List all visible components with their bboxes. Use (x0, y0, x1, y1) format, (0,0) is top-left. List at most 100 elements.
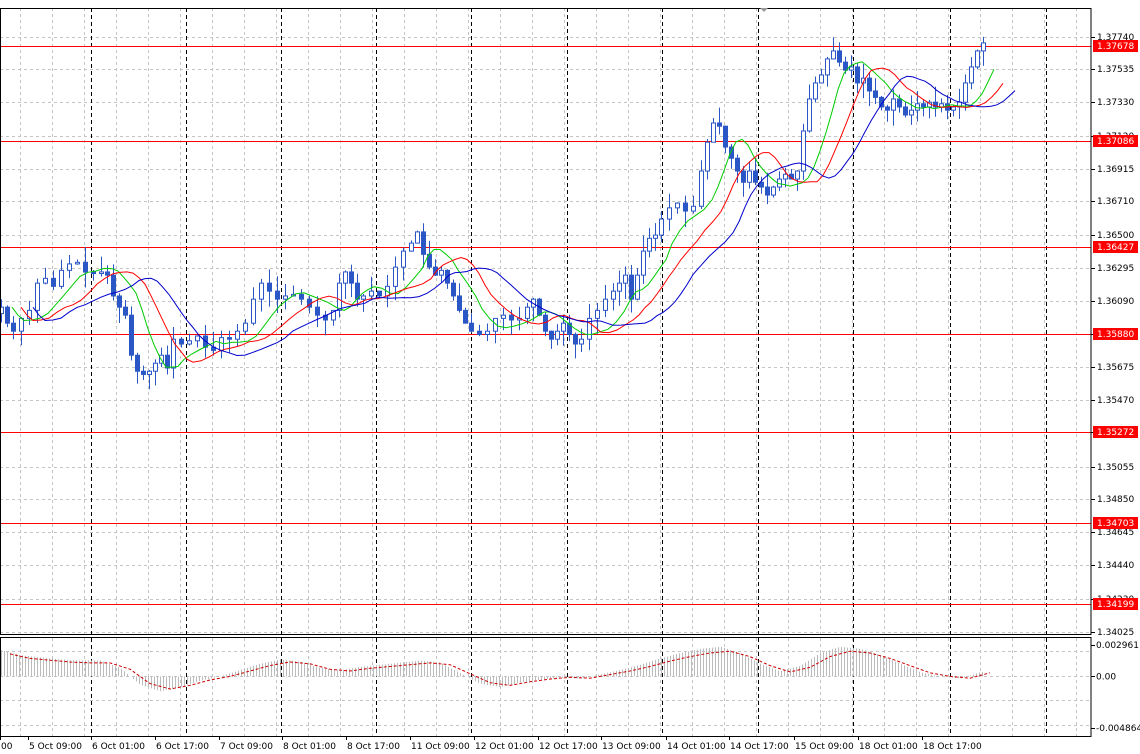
candle-body (921, 103, 926, 108)
candle-body (641, 250, 646, 276)
candle-body (361, 295, 366, 300)
level-price-tag[interactable] (1093, 241, 1138, 253)
candle-body (753, 170, 758, 183)
candle-body (141, 370, 146, 375)
candle-body (337, 282, 342, 311)
candle-body (653, 234, 658, 239)
candle-body (179, 338, 184, 345)
level-price-label: 1.36427 (1097, 243, 1134, 253)
candle-body (555, 330, 560, 340)
candle-body (463, 309, 468, 324)
candle-body (729, 146, 734, 159)
price-tick-label: 1.34025 (1097, 628, 1134, 638)
candle-body (67, 263, 72, 271)
candle-body (825, 58, 830, 76)
candle-body (187, 340, 192, 345)
level-price-label: 1.35272 (1097, 428, 1134, 438)
price-tick-label: 1.36295 (1097, 264, 1134, 274)
main-pane-border (0, 8, 1092, 635)
time-tick-label: 5 Oct 09:00 (29, 742, 82, 752)
time-tick-label: 14 Oct 17:00 (730, 742, 789, 752)
candle-body (795, 170, 800, 180)
candle-body (647, 237, 652, 252)
candle-body (401, 250, 406, 268)
candle-body (711, 122, 716, 143)
candle-body (723, 125, 728, 148)
candle-body (43, 277, 48, 284)
price-tick-label: 1.36500 (1097, 231, 1134, 241)
candle-body (611, 290, 616, 300)
candle-body (111, 274, 116, 297)
candle-body (525, 306, 530, 319)
candle-body (457, 295, 462, 311)
candle-body (975, 50, 980, 68)
time-tick-label: 14 Oct 01:00 (667, 742, 726, 752)
candle-body (477, 330, 482, 335)
candle-body (915, 103, 920, 111)
candle-body (51, 277, 56, 287)
candle-body (849, 66, 854, 71)
moving-average-line (11, 61, 995, 368)
moving-average-line (20, 67, 1004, 363)
level-price-tag[interactable] (1093, 598, 1138, 610)
candle-body (667, 207, 672, 220)
candle-body (99, 271, 104, 275)
candle-body (963, 82, 968, 103)
candle-body (807, 98, 812, 132)
candle-body (933, 101, 938, 108)
time-tick-label: 11 Oct 09:00 (411, 742, 470, 752)
candle-body (747, 170, 752, 183)
candle-body (873, 90, 878, 98)
candle-body (135, 354, 140, 372)
candle-body (587, 317, 592, 340)
oscillator-pane-border (0, 637, 1092, 737)
price-tick-label: 1.36915 (1097, 165, 1134, 175)
level-price-tag[interactable] (1093, 517, 1138, 529)
candle-body (623, 274, 628, 284)
candle-body (629, 274, 634, 300)
moving-average-line (32, 75, 1016, 357)
candle-body (421, 231, 426, 255)
candle-body (451, 282, 456, 297)
candle-body (675, 202, 680, 209)
candle-body (439, 269, 444, 276)
price-tick-label: 1.34850 (1097, 495, 1134, 505)
candle-body (951, 106, 956, 111)
candle-body (153, 362, 158, 372)
price-tick-label: 1.36090 (1097, 297, 1134, 307)
level-price-label: 1.34199 (1097, 600, 1134, 610)
candle-body (855, 66, 860, 84)
price-tick-label: 1.35675 (1097, 363, 1134, 373)
candle-body (415, 231, 420, 244)
candle-body (617, 282, 622, 292)
shift-marker-icon[interactable] (760, 8, 768, 12)
candle-body (969, 66, 974, 84)
candle-body (843, 61, 848, 71)
candle-body (195, 335, 200, 342)
candle-body (549, 330, 554, 340)
level-price-tag[interactable] (1093, 426, 1138, 438)
oscillator-tick-label: 0.002961 (1096, 641, 1139, 651)
level-price-tag[interactable] (1093, 328, 1138, 340)
candle-body (165, 354, 170, 369)
level-price-tag[interactable] (1093, 40, 1138, 52)
level-price-label: 1.37678 (1097, 42, 1134, 52)
time-tick-label: 6 Oct 17:00 (156, 742, 209, 752)
candle-body (117, 295, 122, 308)
level-price-tag[interactable] (1093, 135, 1138, 147)
candle-body (735, 157, 740, 172)
price-tick-label: 1.35055 (1097, 463, 1134, 473)
level-price-label: 1.34703 (1097, 519, 1134, 529)
candle-body (129, 314, 134, 356)
candle-body (903, 106, 908, 116)
candle-body (227, 337, 232, 340)
time-tick-label: 6 Oct 01:00 (92, 742, 145, 752)
candle-body (567, 322, 572, 335)
time-tick-label: 8 Oct 01:00 (283, 742, 336, 752)
time-tick-label: 12 Oct 01:00 (475, 742, 534, 752)
candle-body (771, 186, 776, 196)
candle-body (105, 271, 110, 276)
candle-body (331, 309, 336, 321)
